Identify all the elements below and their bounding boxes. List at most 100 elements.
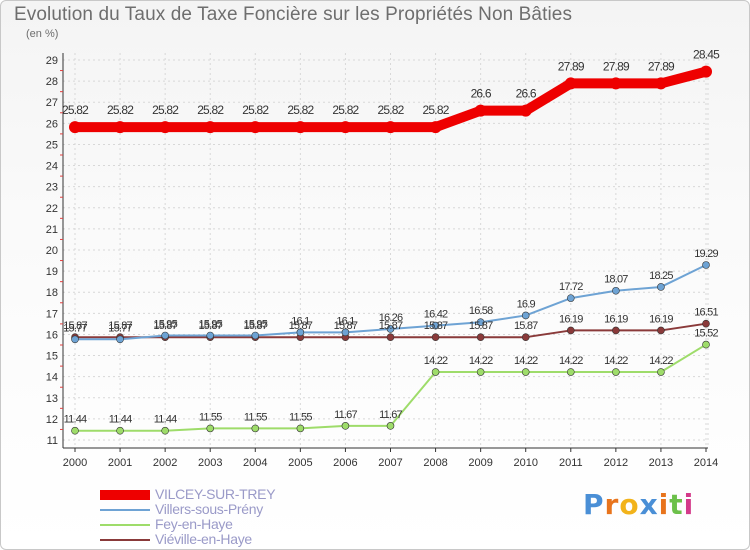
y-tick-label: 15 — [46, 351, 58, 363]
logo-letter: P — [583, 488, 605, 521]
x-tick-label: 2000 — [63, 457, 87, 469]
data-label: 16.26 — [379, 312, 403, 324]
data-label: 25.82 — [423, 103, 450, 117]
logo-letter: x — [639, 488, 659, 521]
data-label: 11.44 — [109, 414, 132, 426]
x-tick-label: 2005 — [288, 457, 312, 469]
data-point — [71, 335, 79, 344]
data-point — [654, 77, 667, 90]
data-point — [612, 326, 620, 335]
data-point — [341, 422, 350, 430]
data-label: 16.1 — [291, 315, 310, 327]
y-tick-label: 19 — [46, 266, 58, 278]
data-point — [431, 321, 440, 330]
data-label: 28.45 — [693, 48, 720, 62]
data-point — [519, 104, 532, 117]
data-label: 15.87 — [469, 320, 493, 332]
data-label: 27.89 — [558, 59, 585, 73]
y-tick-label: 16 — [46, 329, 58, 341]
data-label: 25.82 — [287, 103, 314, 117]
x-tick-label: 2004 — [243, 457, 267, 469]
data-point — [71, 426, 79, 435]
data-point — [476, 333, 485, 341]
data-point — [206, 424, 215, 433]
x-tick-label: 2007 — [378, 457, 402, 469]
data-point — [657, 368, 665, 376]
data-point — [341, 328, 350, 337]
data-point — [249, 121, 262, 134]
data-label: 16.42 — [424, 309, 448, 321]
data-label: 11.55 — [199, 411, 222, 423]
data-label: 15.87 — [379, 320, 403, 332]
x-tick-label: 2013 — [649, 457, 673, 469]
x-tick-label: 2012 — [604, 457, 628, 469]
data-label: 14.22 — [469, 355, 493, 367]
data-label: 27.89 — [648, 59, 675, 73]
x-tick-label: 2003 — [198, 457, 222, 469]
data-label: 26.6 — [516, 87, 537, 101]
data-point — [657, 326, 665, 335]
data-label: 15.87 — [198, 320, 222, 332]
data-point — [206, 331, 215, 340]
data-label: 14.22 — [424, 355, 448, 367]
data-label: 16.51 — [694, 307, 718, 319]
data-label: 15.87 — [514, 320, 538, 332]
data-label: 15.87 — [153, 320, 177, 332]
x-tick-label: 2011 — [559, 457, 583, 469]
proxiti-logo: Proxiti — [583, 488, 694, 521]
data-label: 14.22 — [559, 355, 583, 367]
data-point — [251, 424, 260, 433]
x-tick-label: 2001 — [108, 457, 132, 469]
data-label: 16.1 — [336, 315, 355, 327]
data-label: 14.22 — [514, 355, 538, 367]
data-point — [476, 368, 485, 376]
data-point — [702, 340, 710, 349]
data-label: 11.44 — [154, 414, 177, 426]
data-label: 25.82 — [332, 103, 359, 117]
grid — [63, 53, 709, 448]
y-tick-label: 20 — [46, 245, 58, 257]
data-label: 18.25 — [649, 270, 673, 282]
data-point — [521, 368, 530, 376]
data-point — [612, 368, 620, 376]
data-point — [296, 328, 305, 337]
x-tick-label: 2006 — [333, 457, 357, 469]
legend-label: Viéville-en-Haye — [155, 531, 252, 547]
data-point — [296, 424, 305, 433]
legend-item-villers: Villers-sous-Prény — [100, 501, 360, 517]
data-point — [566, 326, 575, 335]
legend-item-vilcey: VILCEY-SUR-TREY — [100, 486, 360, 502]
data-point — [386, 333, 395, 341]
x-tick-label: 2008 — [423, 457, 447, 469]
data-label: 15.95 — [198, 319, 222, 331]
axes: 11 12 13 14 15 16 17 18 19 20 21 22 23 24 25 26 27 28 29 20… — [46, 53, 718, 469]
legend-label: Fey-en-Haye — [155, 516, 233, 532]
data-point — [114, 121, 127, 134]
data-point — [657, 283, 665, 291]
legend-item-fey: Fey-en-Haye — [100, 516, 360, 532]
data-label: 15.87 — [334, 320, 358, 332]
data-point — [161, 331, 169, 340]
series-lines — [69, 65, 712, 435]
y-tick-label: 12 — [46, 414, 58, 426]
y-tick-label: 24 — [46, 161, 58, 173]
data-label: 15.95 — [153, 319, 177, 331]
y-axis-unit-label: (en %) — [26, 28, 59, 40]
data-label: 15.87 — [244, 320, 268, 332]
data-label: 25.82 — [152, 103, 179, 117]
data-label: 15.77 — [63, 322, 87, 334]
y-tick-label: 14 — [46, 372, 58, 384]
data-label: 16.9 — [517, 298, 536, 310]
logo-letter: o — [619, 488, 640, 521]
legend: VILCEY-SUR-TREY Villers-sous-Prény Fey-e… — [100, 486, 360, 547]
data-labels: 25.82 25.82 25.82 25.82 25.82 25.82 25.82 25.82… — [62, 48, 721, 426]
y-tick-label: 29 — [46, 55, 58, 67]
data-point — [702, 319, 710, 328]
data-label: 14.22 — [604, 355, 628, 367]
data-point — [474, 104, 487, 117]
data-label: 16.58 — [469, 305, 493, 317]
data-point — [609, 77, 622, 90]
logo-letter: t — [669, 488, 684, 521]
legend-swatch — [100, 490, 150, 500]
data-label: 25.82 — [197, 103, 224, 117]
